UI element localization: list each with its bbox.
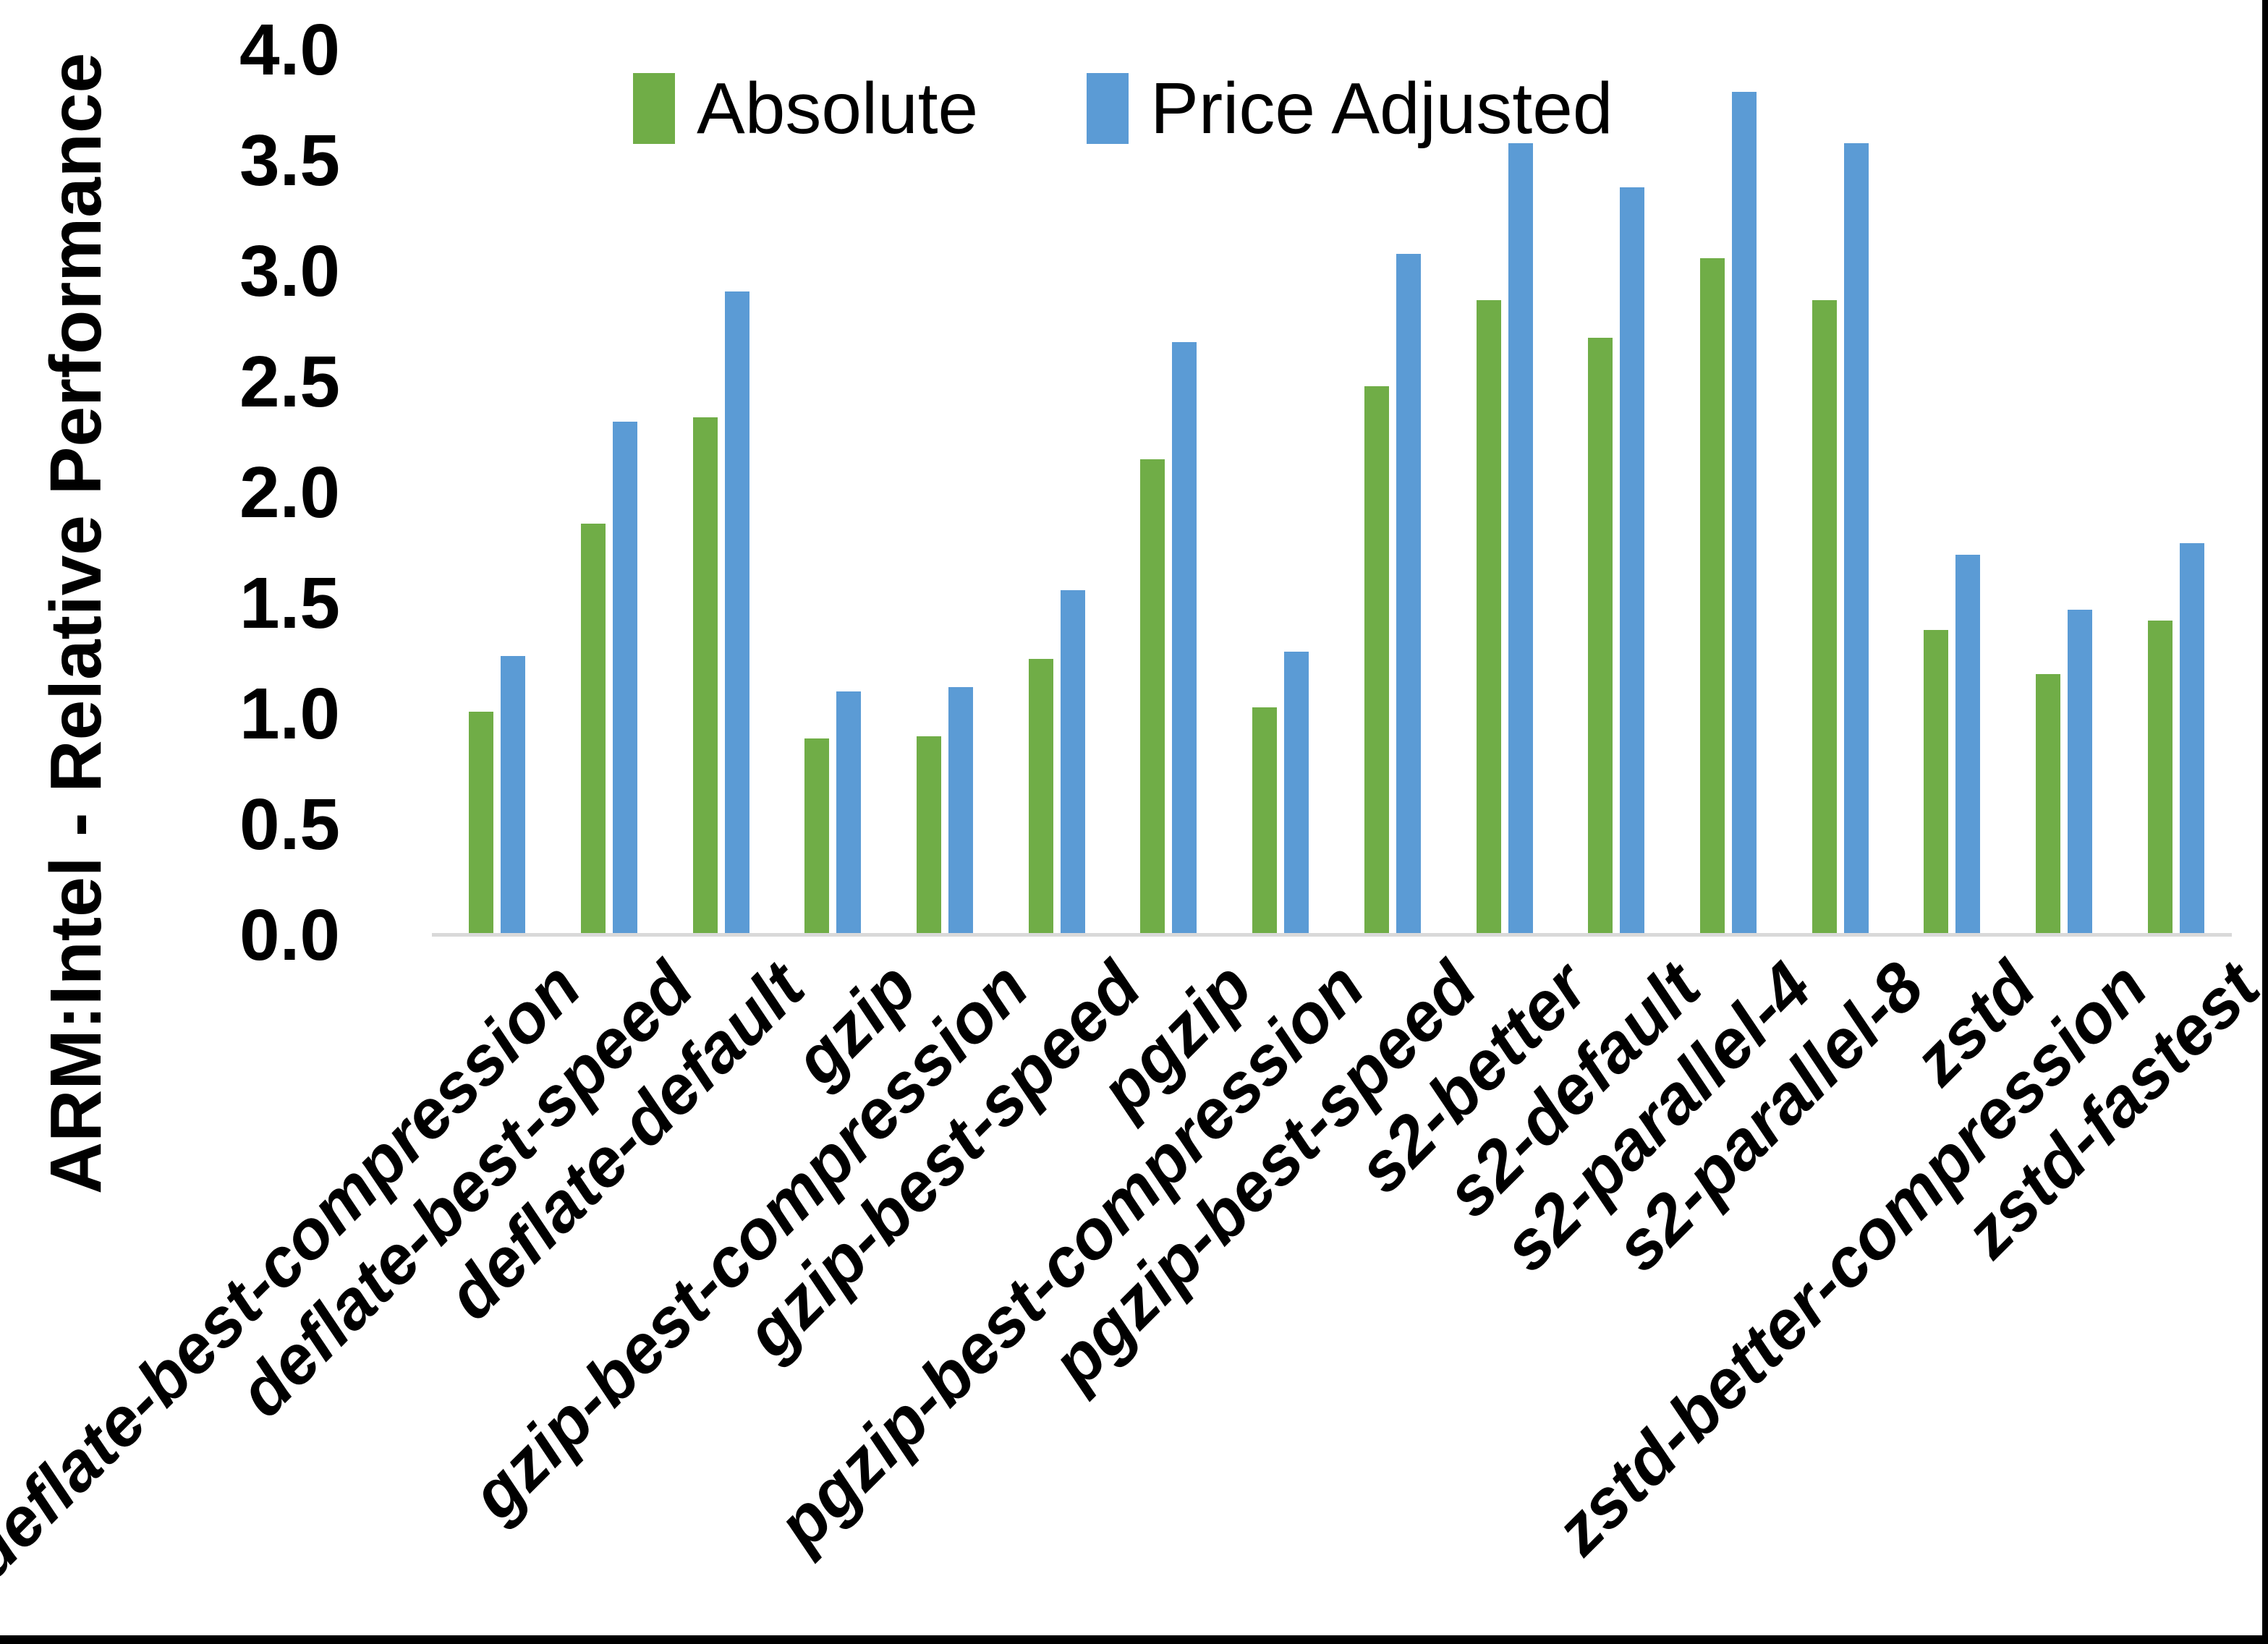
y-tick-label: 3.0 [239,231,340,312]
bar-price-adjusted [836,691,862,935]
bar-price-adjusted [1955,554,1981,935]
y-axis-title: ARM:Intel - Relative Performance [35,52,116,1195]
bar-price-adjusted [1843,142,1869,935]
legend-item-price-adjusted: Price Adjusted [1087,72,1613,145]
bar-absolute [2147,621,2173,935]
y-tick-label: 1.0 [239,673,340,754]
legend: Absolute Price Adjusted [633,72,1613,145]
bar-absolute [1924,629,1949,935]
bar-absolute [1812,299,1837,935]
bar-absolute [1252,707,1278,935]
bar-price-adjusted [724,291,749,935]
legend-label-price-adjusted: Price Adjusted [1150,68,1613,149]
bar-price-adjusted [1620,187,1645,935]
legend-swatch-absolute [633,73,675,144]
bar-price-adjusted [501,656,526,935]
legend-label-absolute: Absolute [697,68,979,149]
bar-absolute [469,711,494,935]
bar-price-adjusted [1060,589,1085,935]
bar-absolute [1699,257,1725,935]
bar-price-adjusted [1508,142,1533,935]
bar-price-adjusted [1731,92,1757,935]
bar-absolute [2035,673,2060,935]
bar-absolute [581,523,606,935]
y-tick-label: 3.5 [239,120,340,201]
x-axis-line [432,933,2232,937]
y-tick-label: 0.0 [239,895,340,976]
bar-price-adjusted [2179,543,2204,935]
y-tick-label: 2.5 [239,341,340,422]
y-tick-label: 1.5 [239,563,340,644]
y-tick-label: 4.0 [239,9,340,90]
bar-absolute [1588,337,1613,935]
bar-price-adjusted [1284,652,1309,935]
bar-absolute [917,736,942,935]
y-tick-label: 2.0 [239,452,340,533]
bar-absolute [692,417,718,935]
bar-price-adjusted [948,687,974,935]
bar-price-adjusted [1172,341,1197,935]
bar-price-adjusted [2067,610,2092,935]
bar-price-adjusted [613,422,638,935]
bar-absolute [1476,299,1501,935]
y-tick-label: 0.5 [239,784,340,865]
legend-item-absolute: Absolute [633,72,978,145]
legend-swatch-price-adjusted [1087,73,1129,144]
bar-absolute [1028,658,1053,935]
bar-price-adjusted [1396,253,1421,935]
bar-absolute [1140,459,1165,935]
bar-absolute [1364,386,1389,935]
bar-absolute [804,738,830,935]
